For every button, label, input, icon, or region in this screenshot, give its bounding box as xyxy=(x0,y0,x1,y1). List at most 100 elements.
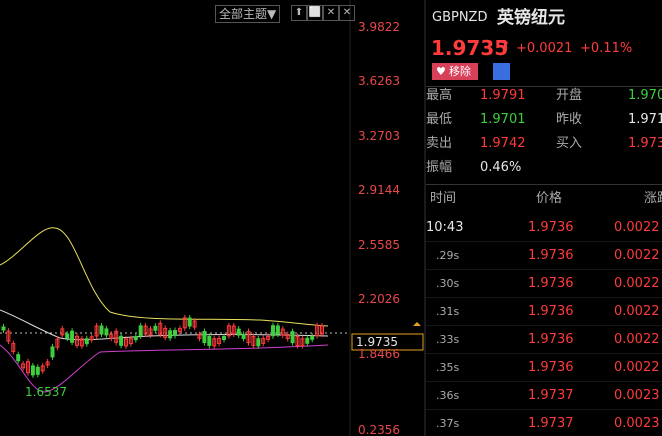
icon[interactable]: ✕ xyxy=(323,5,339,21)
candle xyxy=(207,335,212,346)
tick-price: 1.9736 xyxy=(528,276,574,291)
stat-value: 1.970 xyxy=(628,88,662,103)
candle xyxy=(212,338,217,347)
candle xyxy=(6,330,11,342)
column-header: 价格 xyxy=(536,191,563,206)
low-label: 1.6537 xyxy=(25,385,67,399)
candle xyxy=(109,333,114,339)
candle xyxy=(40,365,45,372)
change-pct: +0.11% xyxy=(580,41,633,56)
icon[interactable]: ⬜ xyxy=(307,5,323,21)
tick-row xyxy=(426,241,662,270)
candle xyxy=(217,337,222,344)
tick-time: 10:43 xyxy=(426,220,464,235)
tick-time: .33s xyxy=(436,333,460,346)
stat-value: 1.9791 xyxy=(480,88,526,103)
candle xyxy=(320,325,324,335)
candle xyxy=(290,331,295,344)
candle xyxy=(163,327,168,338)
tick-change: 0.0023 xyxy=(614,416,660,431)
tick-price: 1.9736 xyxy=(528,332,574,347)
axis-label: 3.2703 xyxy=(358,129,400,143)
tick-change: 0.0023 xyxy=(614,388,660,403)
candle xyxy=(168,330,173,339)
candle xyxy=(21,363,26,369)
candle xyxy=(241,333,246,339)
stat-value: 1.971 xyxy=(628,112,662,127)
tick-price: 1.9736 xyxy=(528,220,574,235)
candle xyxy=(99,325,104,335)
candle xyxy=(124,338,128,347)
separator xyxy=(426,86,662,87)
axis-label: 3.6263 xyxy=(358,74,400,88)
candle xyxy=(128,338,133,345)
tick-change: 0.0022 xyxy=(614,276,660,291)
candle xyxy=(285,334,290,340)
candle xyxy=(158,322,163,335)
candle xyxy=(315,325,320,337)
tick-time: .36s xyxy=(436,389,460,402)
axis-label: 2.2026 xyxy=(358,292,400,306)
candle xyxy=(231,325,236,335)
tick-time: .37s xyxy=(436,417,460,430)
candle xyxy=(222,335,226,340)
theme-menu[interactable]: 全部主题▼ xyxy=(215,5,281,23)
candle xyxy=(256,338,261,347)
stat-label: 振幅 xyxy=(426,160,453,175)
stat-value: 1.973 xyxy=(628,136,662,151)
stat-label: 开盘 xyxy=(556,88,583,103)
candle xyxy=(202,330,207,343)
candle xyxy=(153,325,158,331)
candle xyxy=(1,326,6,331)
candle xyxy=(45,361,50,366)
candle xyxy=(275,325,280,335)
icon[interactable]: ✕ xyxy=(339,5,355,21)
marker xyxy=(413,322,421,326)
tick-row xyxy=(426,381,662,410)
stat-label: 卖出 xyxy=(426,136,453,151)
current-price: 1.9735 xyxy=(356,335,398,349)
tick-row xyxy=(426,269,662,298)
candle xyxy=(60,328,65,336)
column-header: 涨跌 xyxy=(644,191,662,206)
tick-change: 0.0022 xyxy=(614,332,660,347)
candle xyxy=(104,328,109,336)
candle xyxy=(50,346,55,358)
candle xyxy=(187,317,192,327)
candle xyxy=(173,330,177,337)
candle xyxy=(266,335,271,340)
tick-row xyxy=(426,353,662,382)
candle xyxy=(89,336,94,341)
tick-price: 1.9736 xyxy=(528,360,574,375)
icon[interactable]: ⬆ xyxy=(291,5,307,21)
tick-change: 0.0022 xyxy=(614,220,660,235)
candle xyxy=(65,333,70,339)
axis-label: 3.9822 xyxy=(358,20,400,34)
tick-change: 0.0022 xyxy=(614,360,660,375)
candle xyxy=(84,338,89,345)
candle xyxy=(114,330,119,343)
tick-price: 1.9736 xyxy=(528,248,574,263)
axis-label: 2.5585 xyxy=(358,238,400,252)
remove-button[interactable]: 移除 xyxy=(432,63,478,80)
price-chart xyxy=(0,0,426,436)
candle xyxy=(70,330,75,343)
candle xyxy=(138,325,143,337)
alert-button[interactable] xyxy=(493,63,510,80)
arrow: ⬆ xyxy=(500,39,511,54)
axis-label: 1.8466 xyxy=(358,347,400,361)
candle xyxy=(280,328,285,336)
price-box xyxy=(351,333,424,351)
candle xyxy=(55,338,60,348)
candle xyxy=(16,354,21,362)
column-header: 时间 xyxy=(430,191,457,206)
stat-value: 0.46% xyxy=(480,160,522,175)
candle xyxy=(226,325,231,337)
upper-band xyxy=(0,227,329,327)
candle xyxy=(133,336,138,341)
candle xyxy=(197,333,202,339)
lower-band xyxy=(0,344,329,393)
candle xyxy=(119,335,124,346)
stat-label: 最高 xyxy=(426,88,453,103)
